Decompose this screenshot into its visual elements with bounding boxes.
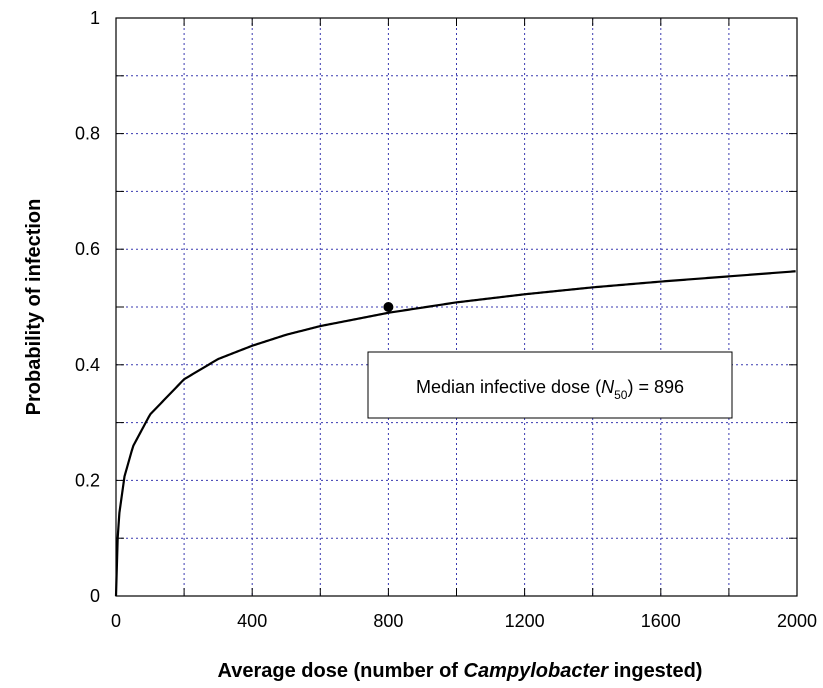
x-tick-labels: 0 400 800 1200 1600 2000 [111, 611, 817, 631]
x-tick-label: 1200 [505, 611, 545, 631]
y-tick-labels: 0 0.2 0.4 0.6 0.8 1 [75, 8, 100, 606]
x-tick-label: 2000 [777, 611, 817, 631]
annotation-text: Median infective dose (N50) = 896 [416, 377, 684, 402]
y-tick-label: 0.8 [75, 124, 100, 144]
annotation-box [367, 351, 733, 419]
y-axis-label: Probability of infection [23, 199, 45, 416]
y-tick-label: 0.2 [75, 470, 100, 490]
x-tick-label: 0 [111, 611, 121, 631]
y-tick-label: 0.6 [75, 239, 100, 259]
y-tick-label: 1 [90, 8, 100, 28]
annotation: Median infective dose (N50) = 896 [367, 351, 733, 419]
data-point [383, 302, 394, 312]
y-tick-label: 0.4 [75, 355, 100, 375]
grid [116, 18, 797, 596]
x-tick-label: 400 [237, 611, 267, 631]
x-tick-label: 800 [373, 611, 403, 631]
x-axis-label: Average dose (number of Campylobacter in… [218, 660, 703, 682]
x-tick-label: 1600 [641, 611, 681, 631]
y-tick-label: 0 [90, 586, 100, 606]
series-line [114, 270, 796, 597]
